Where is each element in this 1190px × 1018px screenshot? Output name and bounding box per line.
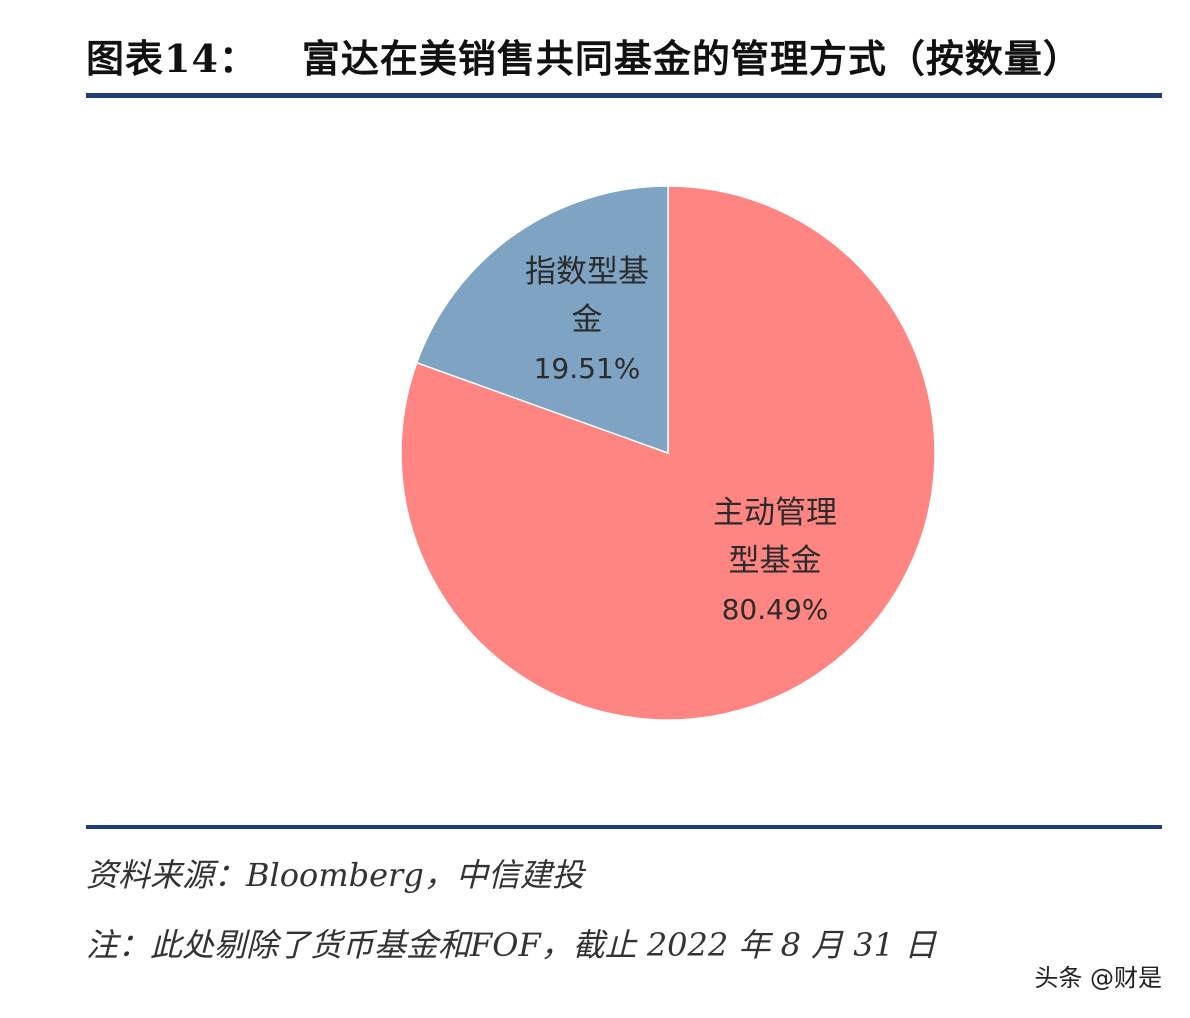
source-note: 资料来源：Bloomberg，中信建投 — [86, 856, 584, 894]
chart-title: 富达在美销售共同基金的管理方式（按数量） — [301, 36, 1082, 81]
slice-label-0-line-1: 型基金 — [729, 543, 822, 579]
pie-slice-1 — [415, 185, 669, 455]
slice-label-1-line-0: 指数型基 — [525, 254, 649, 290]
watermark-text: 头条 @财是 — [1034, 964, 1162, 992]
slice-percent-0: 80.49% — [722, 593, 829, 626]
slice-label-0-line-0: 主动管理 — [713, 495, 837, 531]
remark-note: 注：此处剔除了货币基金和FOF，截止 2022 年 8 月 31 日 — [86, 926, 937, 964]
figure-title: 图表14： 富达在美销售共同基金的管理方式（按数量） — [86, 28, 1082, 83]
title-divider — [86, 93, 1162, 98]
slice-label-1-line-1: 金 — [572, 302, 603, 338]
footer-divider — [86, 825, 1162, 829]
slice-percent-1: 19.51% — [534, 352, 641, 385]
figure-number: 图表14： — [86, 36, 258, 81]
